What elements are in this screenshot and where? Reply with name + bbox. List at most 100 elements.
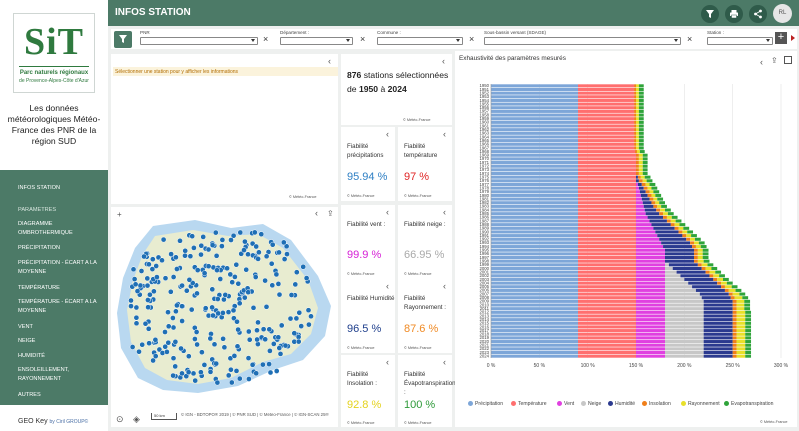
station-marker[interactable]	[266, 361, 272, 367]
card-chevron-icon[interactable]: ‹	[443, 357, 446, 367]
bar-segment[interactable]	[638, 157, 643, 161]
station-marker[interactable]	[146, 261, 152, 268]
station-marker[interactable]	[256, 249, 262, 256]
station-marker[interactable]	[152, 353, 159, 359]
station-marker[interactable]	[212, 229, 219, 236]
station-marker[interactable]	[134, 288, 141, 294]
station-marker[interactable]	[220, 310, 226, 316]
station-marker[interactable]	[251, 229, 258, 236]
bar-segment[interactable]	[643, 186, 648, 190]
station-marker[interactable]	[198, 251, 204, 258]
bar-segment[interactable]	[703, 347, 733, 351]
station-marker[interactable]	[215, 310, 222, 317]
bar-segment[interactable]	[636, 245, 664, 249]
station-marker[interactable]	[249, 361, 256, 368]
bar-segment[interactable]	[636, 117, 639, 121]
bar-segment[interactable]	[694, 248, 698, 252]
station-marker[interactable]	[167, 288, 174, 295]
station-marker[interactable]	[185, 369, 192, 376]
bar-segment[interactable]	[732, 350, 737, 355]
bar-segment[interactable]	[578, 102, 635, 106]
bar-segment[interactable]	[578, 303, 636, 307]
bar-segment[interactable]	[745, 325, 752, 329]
bar-segment[interactable]	[695, 288, 725, 292]
station-marker[interactable]	[179, 303, 185, 310]
bar-segment[interactable]	[724, 288, 729, 292]
bar-segment[interactable]	[578, 175, 636, 179]
station-marker[interactable]	[221, 344, 228, 351]
bar-segment[interactable]	[491, 241, 578, 245]
bar-segment[interactable]	[634, 106, 636, 110]
bar-segment[interactable]	[642, 171, 648, 176]
bar-segment[interactable]	[634, 131, 636, 135]
bar-segment[interactable]	[578, 117, 635, 121]
bar-segment[interactable]	[705, 266, 712, 271]
bar-segment[interactable]	[671, 215, 678, 219]
bar-segment[interactable]	[491, 237, 578, 241]
station-marker[interactable]	[275, 281, 282, 287]
bar-segment[interactable]	[638, 186, 644, 190]
bar-segment[interactable]	[636, 190, 640, 194]
bar-segment[interactable]	[684, 277, 714, 281]
bar-segment[interactable]	[491, 252, 578, 256]
bar-segment[interactable]	[636, 84, 639, 88]
bar-segment[interactable]	[702, 252, 709, 256]
bar-segment[interactable]	[491, 179, 578, 183]
station-marker[interactable]	[308, 313, 314, 320]
layers-icon[interactable]: ◈	[133, 414, 140, 424]
bar-segment[interactable]	[641, 197, 650, 201]
bar-segment[interactable]	[578, 237, 636, 241]
bar-segment[interactable]	[491, 248, 578, 252]
bar-segment[interactable]	[638, 124, 644, 128]
bar-segment[interactable]	[697, 248, 703, 252]
bar-segment[interactable]	[665, 307, 704, 311]
bar-segment[interactable]	[638, 95, 644, 99]
bar-segment[interactable]	[637, 182, 642, 186]
bar-segment[interactable]	[491, 277, 578, 281]
station-marker[interactable]	[235, 326, 241, 333]
bar-segment[interactable]	[491, 340, 578, 344]
station-marker[interactable]	[149, 266, 156, 272]
bar-segment[interactable]	[578, 179, 636, 183]
bar-segment[interactable]	[695, 245, 701, 249]
station-marker[interactable]	[266, 326, 273, 333]
bar-segment[interactable]	[732, 332, 737, 336]
bar-segment[interactable]	[644, 208, 657, 212]
bar-segment[interactable]	[721, 285, 725, 289]
station-marker[interactable]	[281, 256, 288, 262]
bar-segment[interactable]	[578, 234, 636, 238]
bar-segment[interactable]	[578, 340, 636, 344]
bar-segment[interactable]	[578, 186, 636, 190]
bar-segment[interactable]	[491, 310, 578, 314]
bar-segment[interactable]	[638, 109, 644, 113]
bar-segment[interactable]	[578, 241, 636, 245]
station-marker[interactable]	[219, 237, 226, 243]
station-marker[interactable]	[255, 319, 261, 326]
station-marker[interactable]	[260, 326, 267, 333]
station-marker[interactable]	[253, 243, 260, 250]
station-marker[interactable]	[159, 257, 165, 264]
bar-segment[interactable]	[578, 259, 636, 263]
station-marker[interactable]	[219, 243, 225, 249]
station-marker[interactable]	[179, 370, 185, 377]
bar-segment[interactable]	[634, 84, 636, 88]
station-marker[interactable]	[144, 282, 151, 289]
station-marker[interactable]	[211, 341, 218, 348]
bar-segment[interactable]	[491, 288, 578, 292]
station-marker[interactable]	[210, 312, 216, 319]
bar-segment[interactable]	[683, 226, 690, 230]
station-marker[interactable]	[178, 345, 184, 352]
station-marker[interactable]	[236, 375, 243, 382]
bar-segment[interactable]	[655, 201, 660, 205]
station-marker[interactable]	[245, 355, 252, 361]
bar-segment[interactable]	[649, 197, 654, 201]
bar-segment[interactable]	[736, 329, 746, 333]
station-marker[interactable]	[174, 302, 180, 309]
bar-segment[interactable]	[745, 310, 752, 314]
bar-segment[interactable]	[734, 296, 743, 300]
station-marker[interactable]	[237, 229, 244, 236]
bar-segment[interactable]	[732, 343, 737, 347]
bar-segment[interactable]	[709, 270, 716, 274]
bar-segment[interactable]	[665, 354, 704, 358]
bar-segment[interactable]	[736, 343, 746, 347]
